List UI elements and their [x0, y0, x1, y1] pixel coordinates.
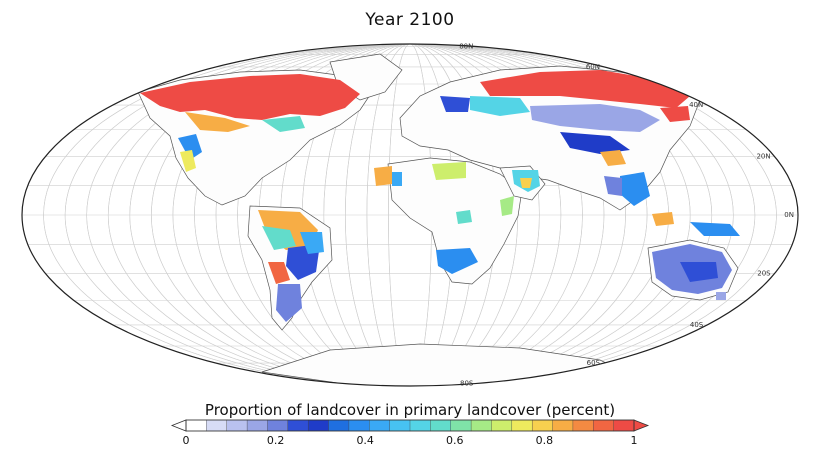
- meridian-line: [129, 44, 691, 386]
- colorbar-frame: [185, 419, 635, 432]
- colorbar-tick-label: 1: [631, 434, 638, 447]
- colorbar-cells: [185, 419, 635, 432]
- meridian-line: [215, 44, 605, 386]
- colorbar-ticks: 0 0.2 0.4 0.6 0.8 1: [183, 434, 638, 447]
- colorbar-cell: [389, 419, 411, 432]
- colorbar-cell: [328, 419, 350, 432]
- latitude-labels: 80N 60N 40N 20N 0N 20S 40S 60S 80S: [459, 43, 794, 388]
- latitude-label: 80S: [460, 379, 474, 387]
- latitude-label: 60N: [586, 63, 600, 71]
- colorbar-cell: [206, 419, 228, 432]
- latitude-label: 20S: [757, 269, 771, 277]
- colorbar-cell: [572, 419, 594, 432]
- latitude-label: 0N: [784, 211, 794, 219]
- colorbar-cell: [226, 419, 248, 432]
- map-title: Year 2100: [365, 10, 455, 30]
- meridian-line: [172, 44, 648, 386]
- colorbar-tick-label: 0.2: [267, 434, 285, 447]
- colorbar-cell: [552, 419, 574, 432]
- meridian-line: [194, 44, 626, 386]
- colorbar-tick-label: 0.6: [446, 434, 464, 447]
- colorbar-cell: [613, 419, 635, 432]
- colorbar-cell: [307, 419, 330, 432]
- colorbar-tick-label: 0.4: [356, 434, 374, 447]
- colorbar-cell: [593, 419, 615, 432]
- colorbar-cell: [409, 419, 431, 432]
- world-map: 80N 60N 40N 20N 0N 20S 40S 60S 80S: [21, 43, 799, 388]
- meridian-line: [64, 44, 756, 386]
- meridian-line: [107, 44, 713, 386]
- colorbar-cell: [491, 419, 513, 432]
- colorbar-cell: [450, 419, 472, 432]
- colorbar-cell: [531, 419, 554, 432]
- africa: [387, 157, 523, 285]
- colorbar-tick-label: 0: [183, 434, 190, 447]
- colorbar-title: Proportion of landcover in primary landc…: [204, 401, 616, 419]
- colorbar-cell: [369, 419, 391, 432]
- colorbar-cell: [185, 419, 207, 432]
- latitude-label: 40N: [689, 101, 703, 109]
- colorbar-cell: [511, 419, 533, 432]
- colorbar-cell: [470, 419, 492, 432]
- meridian-line: [237, 44, 583, 386]
- colorbar-cell: [348, 419, 370, 432]
- latitude-label: 20N: [756, 153, 770, 161]
- colorbar-high-arrow: [633, 419, 650, 432]
- colorbar-cell: [287, 419, 309, 432]
- colorbar-cell: [267, 419, 289, 432]
- meridian-line: [43, 44, 777, 386]
- latitude-label: 80N: [459, 43, 473, 51]
- colorbar-low-arrow: [170, 419, 187, 432]
- meridian-line: [86, 44, 734, 386]
- colorbar-cell: [246, 419, 268, 432]
- latitude-label: 60S: [587, 359, 601, 367]
- globe-outline: [21, 43, 799, 387]
- colorbar-cell: [430, 419, 452, 432]
- landcover-patches: [140, 70, 740, 322]
- colorbar-tick-label: 0.8: [536, 434, 554, 447]
- latitude-label: 40S: [690, 321, 704, 329]
